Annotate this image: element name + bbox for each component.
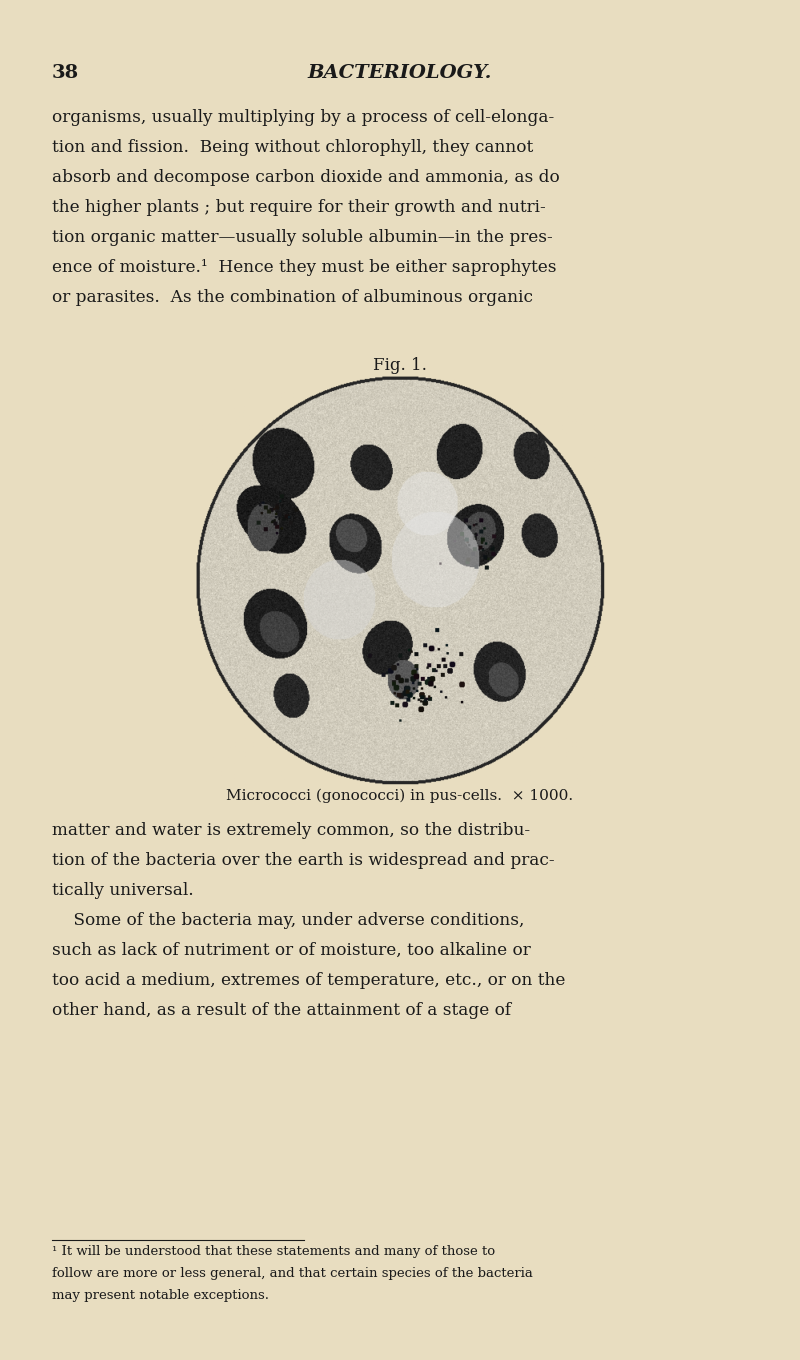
Text: Some of the bacteria may, under adverse conditions,: Some of the bacteria may, under adverse … [52, 913, 524, 929]
Text: such as lack of nutriment or of moisture, too alkaline or: such as lack of nutriment or of moisture… [52, 942, 530, 959]
Text: absorb and decompose carbon dioxide and ammonia, as do: absorb and decompose carbon dioxide and … [52, 169, 560, 186]
Text: ¹ It will be understood that these statements and many of those to: ¹ It will be understood that these state… [52, 1244, 495, 1258]
Text: BACTERIOLOGY.: BACTERIOLOGY. [308, 64, 492, 82]
Text: or parasites.  As the combination of albuminous organic: or parasites. As the combination of albu… [52, 290, 533, 306]
Text: tically universal.: tically universal. [52, 883, 194, 899]
Text: tion and fission.  Being without chlorophyll, they cannot: tion and fission. Being without chloroph… [52, 139, 534, 156]
Text: Fig. 1.: Fig. 1. [373, 356, 427, 374]
Text: Micrococci (gonococci) in pus-cells.  × 1000.: Micrococci (gonococci) in pus-cells. × 1… [226, 789, 574, 802]
Text: follow are more or less general, and that certain species of the bacteria: follow are more or less general, and tha… [52, 1268, 533, 1280]
Text: tion of the bacteria over the earth is widespread and prac-: tion of the bacteria over the earth is w… [52, 851, 554, 869]
Text: ence of moisture.¹  Hence they must be either saprophytes: ence of moisture.¹ Hence they must be ei… [52, 258, 557, 276]
Text: tion organic matter—usually soluble albumin—in the pres-: tion organic matter—usually soluble albu… [52, 228, 553, 246]
Text: 38: 38 [52, 64, 79, 82]
Text: too acid a medium, extremes of temperature, etc., or on the: too acid a medium, extremes of temperatu… [52, 972, 566, 989]
Text: organisms, usually multiplying by a process of cell-elonga-: organisms, usually multiplying by a proc… [52, 109, 554, 126]
Text: matter and water is extremely common, so the distribu-: matter and water is extremely common, so… [52, 821, 530, 839]
Text: may present notable exceptions.: may present notable exceptions. [52, 1289, 269, 1302]
Text: the higher plants ; but require for their growth and nutri-: the higher plants ; but require for thei… [52, 199, 546, 216]
Text: other hand, as a result of the attainment of a stage of: other hand, as a result of the attainmen… [52, 1002, 511, 1019]
